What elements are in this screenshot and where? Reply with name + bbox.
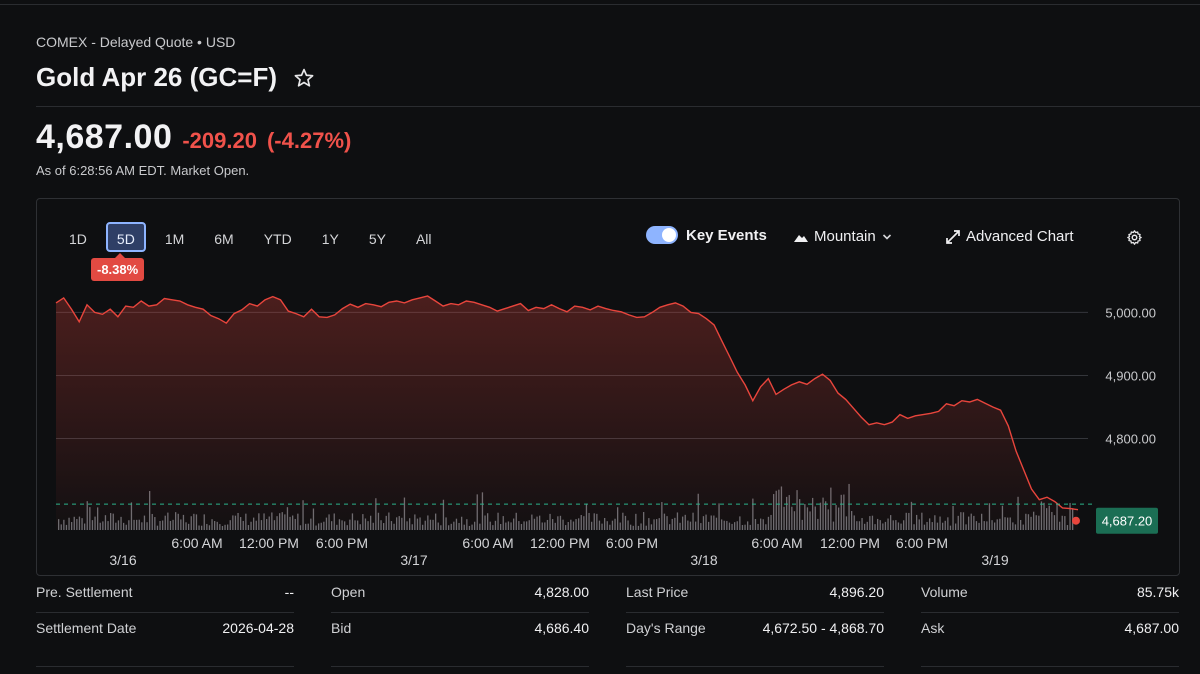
key-events-control: Key Events [646, 226, 767, 244]
stat-label: Volume [921, 584, 968, 600]
page-title: Gold Apr 26 (GC=F) [36, 62, 277, 92]
last-price-label: 4,687.20 [1102, 514, 1153, 529]
stat-label: Open [331, 584, 366, 600]
y-axis-tick-label: 4,800.00 [1105, 432, 1156, 447]
title-row: Gold Apr 26 (GC=F) [36, 62, 315, 93]
x-axis-date-label: 3/16 [109, 552, 136, 568]
x-axis-time-label: 6:00 PM [606, 535, 658, 551]
price-change: -209.20 [182, 128, 257, 153]
stat-label: Bid [331, 620, 352, 636]
range-5d-button[interactable]: 5D [105, 222, 146, 252]
stat-label: Pre. Settlement [36, 584, 133, 600]
stat-label: Last Price [626, 584, 689, 600]
stat-label: Ask [921, 620, 945, 636]
stat-open: Open 4,828.00 [331, 584, 589, 600]
range-change-badge: -8.38% [91, 253, 145, 281]
stat-divider [626, 666, 884, 667]
header-divider [36, 106, 1200, 107]
stat-ask: Ask 4,687.00 [921, 620, 1179, 636]
current-price: 4,687.00 [36, 118, 173, 156]
stat-value: -- [284, 584, 294, 600]
stat-value: 4,672.50 - 4,868.70 [762, 620, 884, 636]
stat-divider [331, 666, 589, 667]
stat-divider [921, 612, 1179, 613]
range-1d-button[interactable]: 1D [69, 231, 87, 247]
stat-value: 4,828.00 [534, 584, 590, 600]
range-ytd-button[interactable]: YTD [263, 231, 292, 247]
stat-bid: Bid 4,686.40 [331, 620, 589, 636]
last-price-tag [1096, 507, 1158, 534]
stat-label: Day's Range [626, 620, 706, 636]
price-area [56, 296, 1078, 530]
last-price-dot [1072, 516, 1080, 525]
stat-divider [331, 612, 589, 613]
stat-value: 2026-04-28 [222, 620, 294, 636]
x-axis-time-label: 12:00 PM [239, 535, 299, 551]
y-axis-tick-label: 4,900.00 [1105, 368, 1156, 383]
gear-icon[interactable] [1126, 229, 1143, 246]
mountain-icon [794, 234, 808, 242]
stat-value: 85.75k [1136, 584, 1179, 600]
y-axis-tick-label: 5,000.00 [1105, 305, 1156, 320]
stat-value: 4,686.40 [534, 620, 590, 636]
x-axis-time-label: 6:00 AM [751, 535, 802, 551]
x-axis-time-label: 6:00 AM [171, 535, 222, 551]
range-selector: 1D 5D 1M 6M YTD 1Y 5Y All [58, 222, 451, 252]
range-6m-button[interactable]: 6M [214, 231, 234, 247]
stat-days-range: Day's Range 4,672.50 - 4,868.70 [626, 620, 884, 636]
x-axis-time-label: 12:00 PM [530, 535, 590, 551]
chart-type-label: Mountain [814, 228, 876, 245]
stat-divider [626, 612, 884, 613]
range-5y-button[interactable]: 5Y [368, 231, 386, 247]
range-all-button[interactable]: All [415, 231, 432, 247]
top-divider [0, 4, 1200, 5]
range-1y-button[interactable]: 1Y [321, 231, 339, 247]
star-icon[interactable] [293, 67, 315, 89]
x-axis-time-label: 12:00 PM [820, 535, 880, 551]
stat-divider [36, 612, 294, 613]
advanced-chart-button[interactable]: Advanced Chart [946, 228, 1074, 245]
exchange-info: COMEX - Delayed Quote • USD [36, 34, 236, 50]
x-axis-time-label: 6:00 PM [316, 535, 368, 551]
price-line [55, 295, 1079, 511]
range-1m-button[interactable]: 1M [164, 231, 185, 247]
key-events-label: Key Events [686, 226, 767, 244]
price-row: 4,687.00 -209.20 (-4.27%) [36, 118, 351, 157]
stat-divider [921, 666, 1179, 667]
chevron-down-icon [882, 233, 891, 240]
stat-volume: Volume 85.75k [921, 584, 1179, 600]
stats-row-1: Pre. Settlement -- Open 4,828.00 Last Pr… [36, 584, 1180, 620]
x-axis-date-label: 3/18 [690, 552, 717, 568]
quote-timestamp: As of 6:28:56 AM EDT. Market Open. [36, 163, 250, 178]
stat-settlement-date: Settlement Date 2026-04-28 [36, 620, 294, 636]
chart-type-dropdown[interactable]: Mountain [794, 228, 892, 245]
stat-value: 4,896.20 [829, 584, 885, 600]
key-events-toggle[interactable] [646, 226, 678, 244]
stat-value: 4,687.00 [1124, 620, 1180, 636]
chart-card [36, 198, 1180, 576]
advanced-chart-label: Advanced Chart [966, 228, 1074, 245]
stat-last-price: Last Price 4,896.20 [626, 584, 884, 600]
x-axis-date-label: 3/17 [400, 552, 427, 568]
stat-label: Settlement Date [36, 620, 137, 636]
x-axis-date-label: 3/19 [981, 552, 1008, 568]
stat-divider [36, 666, 294, 667]
toggle-knob [662, 228, 676, 242]
x-axis-time-label: 6:00 AM [462, 535, 513, 551]
price-change-percent: (-4.27%) [266, 128, 352, 153]
stat-pre-settlement: Pre. Settlement -- [36, 584, 294, 600]
stats-row-2: Settlement Date 2026-04-28 Bid 4,686.40 … [36, 620, 1180, 667]
x-axis-time-label: 6:00 PM [896, 535, 948, 551]
expand-icon [946, 229, 960, 244]
